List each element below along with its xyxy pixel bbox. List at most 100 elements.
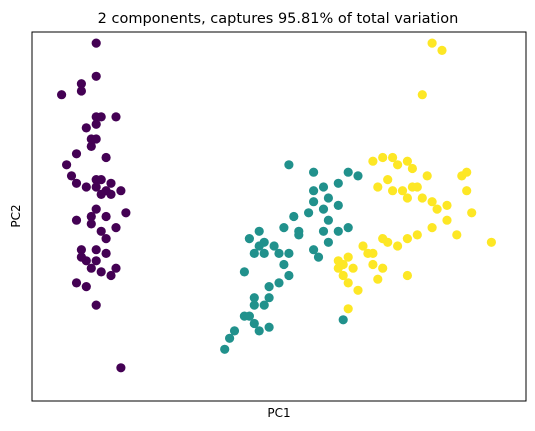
scatter-point: [402, 156, 412, 166]
scatter-point: [373, 274, 383, 284]
scatter-point: [378, 152, 388, 163]
scatter-point: [462, 186, 472, 196]
x-axis-label: PC1: [267, 406, 290, 420]
scatter-point: [343, 223, 353, 233]
scatter-point: [57, 90, 67, 100]
scatter-point: [452, 230, 462, 240]
scatter-point: [91, 71, 101, 81]
scatter-point: [427, 38, 437, 48]
scatter-point: [91, 182, 101, 192]
scatter-point: [96, 175, 106, 185]
scatter-point: [264, 282, 274, 292]
scatter-point: [76, 252, 86, 262]
scatter-point: [106, 189, 116, 199]
scatter-point: [101, 152, 111, 163]
scatter-point: [116, 186, 126, 196]
scatter-point: [91, 119, 101, 129]
scatter-point: [81, 123, 91, 133]
scatter-point: [111, 112, 121, 122]
scatter-point: [432, 204, 442, 214]
scatter-point: [71, 278, 82, 288]
scatter-point: [333, 263, 343, 273]
scatter-point: [249, 248, 259, 258]
scatter-point: [96, 189, 106, 199]
scatter-point: [353, 285, 363, 295]
scatter-point: [71, 149, 82, 159]
scatter-point: [442, 200, 452, 210]
scatter-point: [96, 226, 106, 236]
scatter-point: [388, 152, 398, 163]
scatter-point: [111, 223, 121, 233]
scatter-point: [323, 193, 333, 203]
scatter-point: [368, 259, 378, 270]
scatter-point: [274, 248, 284, 258]
scatter-point: [106, 178, 116, 188]
scatter-point: [91, 300, 101, 310]
scatter-point: [313, 252, 324, 262]
chart-title: 2 components, captures 95.81% of total v…: [98, 11, 459, 27]
scatter-point: [427, 197, 437, 207]
scatter-point: [284, 270, 294, 281]
scatter-point: [427, 223, 437, 233]
scatter-point: [294, 230, 304, 240]
scatter-point: [86, 141, 96, 151]
scatter-point: [269, 241, 279, 251]
scatter-point: [338, 270, 348, 281]
scatter-point: [101, 234, 111, 244]
scatter-point: [388, 186, 398, 196]
scatter-point: [397, 186, 408, 196]
scatter-point: [323, 215, 333, 225]
scatter-point: [264, 293, 274, 303]
scatter-point: [309, 197, 319, 207]
scatter-point: [467, 208, 477, 218]
scatter-point: [101, 211, 111, 222]
scatter-point: [91, 204, 101, 214]
scatter-point: [229, 326, 240, 336]
scatter-point: [309, 245, 319, 255]
scatter-point: [343, 304, 353, 314]
scatter-point: [358, 241, 368, 251]
scatter-point: [304, 208, 314, 218]
scatter-point: [348, 263, 358, 273]
scatter-point: [254, 241, 264, 251]
scatter-point: [309, 186, 319, 196]
scatter-point: [368, 248, 378, 258]
scatter-point: [220, 344, 230, 354]
y-axis-label: PC2: [9, 204, 23, 227]
scatter-point: [373, 182, 383, 192]
scatter-point: [76, 245, 86, 255]
scatter-point: [264, 322, 274, 332]
scatter-point: [289, 211, 299, 222]
scatter-point: [353, 171, 363, 181]
scatter-point: [383, 237, 393, 247]
plot-area: [31, 31, 527, 402]
scatter-point: [96, 267, 106, 277]
scatter-point: [279, 259, 289, 270]
scatter-point: [318, 226, 329, 236]
scatter-point: [393, 160, 403, 170]
scatter-point: [81, 282, 91, 292]
scatter-point: [333, 226, 343, 236]
scatter-point: [442, 215, 452, 225]
scatter-point: [402, 270, 412, 281]
scatter-point: [86, 211, 96, 222]
scatter-point: [417, 193, 427, 203]
scatter-point: [259, 300, 269, 310]
scatter-point: [368, 156, 378, 166]
scatter-point: [402, 193, 412, 203]
scatter-point: [393, 241, 403, 251]
scatter-point: [284, 248, 294, 258]
scatter-point: [106, 270, 116, 281]
scatter-point: [101, 248, 111, 258]
scatter-point: [91, 245, 101, 255]
scatter-point: [81, 182, 91, 192]
scatter-point: [249, 318, 259, 329]
scatter-point: [91, 38, 101, 48]
scatter-point: [333, 178, 343, 188]
scatter-point: [244, 234, 254, 244]
scatter-point: [343, 167, 353, 177]
scatter-point: [254, 326, 264, 336]
scatter-point: [96, 112, 106, 122]
scatter-point: [383, 175, 393, 185]
